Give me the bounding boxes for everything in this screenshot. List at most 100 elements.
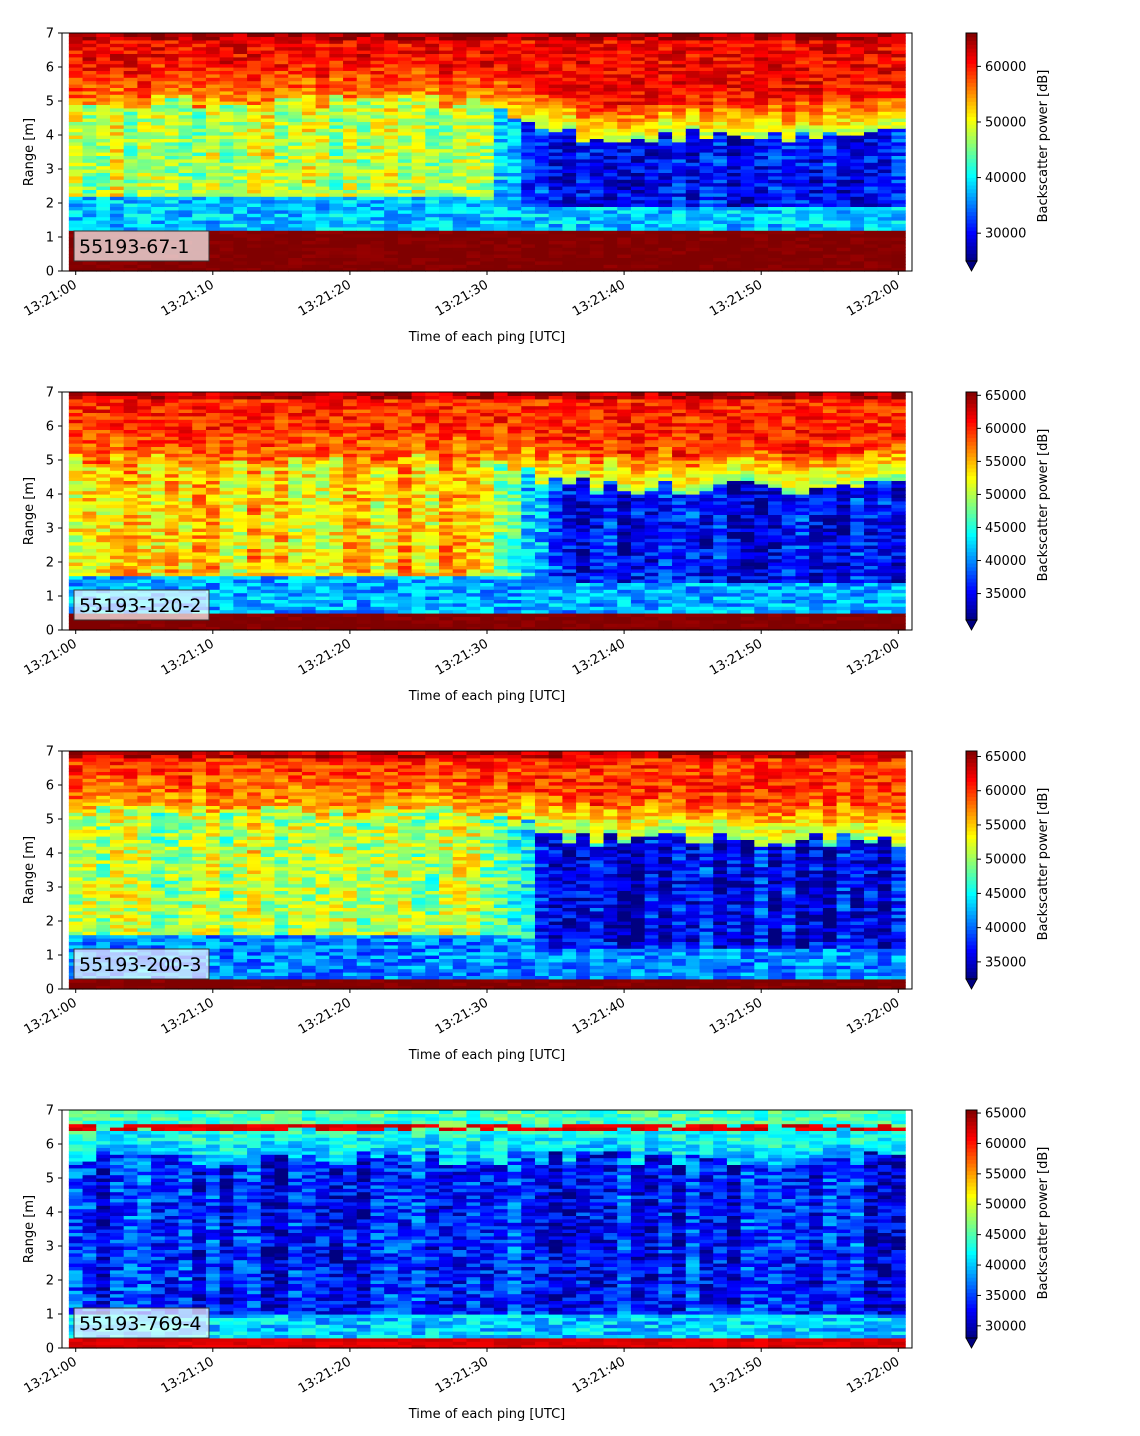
heatmap-cell [658,213,673,218]
heatmap-cell [548,213,563,218]
heatmap-cell [521,104,536,109]
heatmap-cell [562,250,577,255]
heatmap-cell [425,175,440,180]
heatmap-cell [521,209,536,214]
heatmap-cell [397,230,413,235]
heatmap-cell [617,226,632,231]
heatmap-cell [82,575,97,580]
heatmap-cell [548,73,563,78]
heatmap-cell [109,189,125,194]
heatmap-cell [274,43,289,48]
heatmap-cell [603,90,618,95]
heatmap-cell [425,250,440,255]
heatmap-cell [781,39,797,44]
heatmap-cell [123,562,138,566]
heatmap-cell [781,104,797,109]
heatmap-cell [822,209,838,214]
heatmap-cell [356,124,372,129]
heatmap-cell [548,124,563,129]
heatmap-cell [260,107,276,112]
heatmap-cell [370,203,385,207]
heatmap-cell [822,216,838,221]
heatmap-cell [548,247,563,252]
heatmap-cell [562,36,577,41]
heatmap-cell [288,60,303,65]
heatmap-cell [425,43,440,48]
heatmap-cell [164,497,180,502]
heatmap-cell [343,216,358,221]
heatmap-cell [685,192,701,197]
heatmap-cell [301,240,317,245]
heatmap-cell [178,494,193,498]
heatmap-cell [82,548,97,553]
heatmap-cell [562,73,577,78]
heatmap-cell [164,392,180,396]
heatmap-cell [493,50,509,54]
heatmap-cell [452,175,468,180]
heatmap-cell [521,199,536,204]
heatmap-cell [425,46,440,51]
heatmap-cell [781,70,797,75]
heatmap-cell [356,267,372,272]
heatmap-cell [891,152,906,156]
heatmap-cell [507,90,522,95]
heatmap-cell [534,220,550,224]
heatmap-cell [260,39,276,44]
heatmap-cell [109,534,125,539]
heatmap-cell [850,196,865,201]
heatmap-cell [685,73,701,78]
heatmap-cell [850,43,865,48]
heatmap-cell [397,101,413,105]
heatmap-cell [480,145,495,150]
heatmap-cell [384,220,399,224]
heatmap-cell [123,398,138,403]
heatmap-cell [192,196,207,201]
heatmap-cell [713,90,728,95]
heatmap-cell [480,84,495,88]
heatmap-cell [644,243,659,248]
heatmap-cell [466,152,481,156]
heatmap-cell [521,162,536,167]
y-tick-label: 6 [46,61,54,76]
heatmap-cell [233,135,248,139]
heatmap-cell [740,199,755,204]
heatmap-cell [109,165,125,170]
heatmap-cell [343,196,358,201]
heatmap-cell [836,196,851,201]
heatmap-cell [164,169,180,173]
heatmap-cell [178,514,193,519]
heatmap-cell [439,172,454,177]
heatmap-cell [589,97,605,102]
heatmap-cell [589,56,605,61]
heatmap-cell [96,392,111,396]
heatmap-cell [726,172,742,177]
heatmap-cell [274,97,289,102]
heatmap-cell [164,490,180,495]
heatmap-cell [452,124,468,129]
heatmap-cell [137,220,152,224]
heatmap-cell [630,90,646,95]
heatmap-cell [219,199,234,204]
heatmap-cell [507,199,522,204]
heatmap-cell [68,70,84,75]
heatmap-cell [822,33,838,37]
heatmap-cell [247,135,262,139]
heatmap-cell [452,111,468,116]
heatmap-cell [672,43,687,48]
heatmap-cell [82,124,97,129]
heatmap-cell [178,443,193,447]
heatmap-cell [548,243,563,248]
heatmap-cell [493,203,509,207]
heatmap-cell [123,545,138,549]
heatmap-cell [768,121,783,126]
heatmap-cell [109,449,125,454]
heatmap-cell [480,203,495,207]
heatmap-cell [96,206,111,211]
heatmap-cell [576,237,591,241]
heatmap-cell [740,70,755,75]
heatmap-cell [768,104,783,109]
heatmap-cell [343,128,358,133]
heatmap-cell [260,97,276,102]
heatmap-cell [397,121,413,126]
